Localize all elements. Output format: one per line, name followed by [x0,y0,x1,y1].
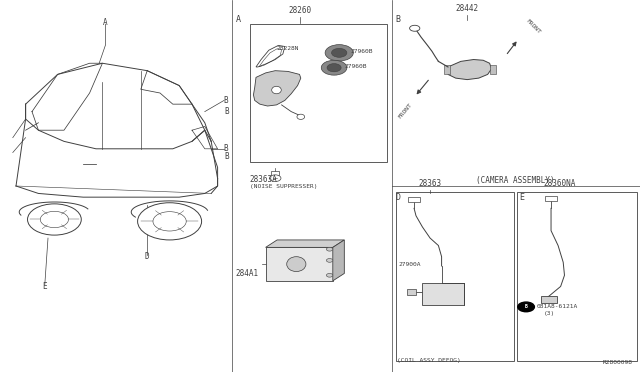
Polygon shape [266,240,344,247]
Text: E: E [520,193,525,202]
Circle shape [138,203,202,240]
Text: 27960B: 27960B [351,49,373,54]
Text: B: B [225,107,229,116]
Text: A: A [103,18,108,27]
Text: (3): (3) [544,311,556,316]
Text: 28442: 28442 [456,4,479,13]
Circle shape [40,211,68,228]
Circle shape [321,60,347,75]
Text: FRONT: FRONT [525,19,541,35]
Circle shape [327,64,341,72]
Circle shape [326,273,333,277]
Text: 284A1: 284A1 [236,269,259,278]
Text: 28360NA: 28360NA [544,179,576,188]
Text: D: D [145,252,150,261]
Circle shape [326,247,333,251]
Circle shape [332,48,347,57]
Bar [444,65,450,74]
Text: A: A [236,15,241,24]
Bar [541,296,557,303]
Text: (NOISE SUPPRESSER): (NOISE SUPPRESSER) [250,184,317,189]
Polygon shape [253,71,301,106]
Bar [490,65,496,74]
Circle shape [153,212,186,231]
Text: B: B [225,152,229,161]
Text: B: B [223,144,228,153]
Text: R2800098: R2800098 [602,360,632,365]
Text: 27900A: 27900A [398,262,420,267]
Text: 28363A: 28363A [250,175,277,184]
Circle shape [410,25,420,31]
Text: 081A8-6121A: 081A8-6121A [536,304,577,310]
Text: FRONT: FRONT [397,102,413,120]
Text: 28363: 28363 [419,179,442,188]
Bar [266,247,333,281]
Circle shape [269,175,281,182]
Text: E: E [42,282,47,291]
Bar [422,283,464,305]
Bar [545,196,557,201]
Bar [271,171,279,175]
Polygon shape [256,45,285,67]
Text: B: B [223,96,228,105]
Polygon shape [448,60,492,80]
Circle shape [28,204,81,235]
Bar [407,289,416,295]
Text: 27960B: 27960B [344,64,367,69]
Ellipse shape [297,114,305,119]
Text: 28260: 28260 [288,6,311,15]
Bar [396,192,514,361]
Polygon shape [333,240,344,281]
Text: (CAMERA ASSEMBLY): (CAMERA ASSEMBLY) [476,176,554,185]
Bar [517,192,637,361]
Text: 28228N: 28228N [276,46,299,51]
Text: D: D [396,193,401,202]
Bar [250,24,387,162]
Circle shape [325,45,353,61]
Circle shape [326,259,333,262]
Circle shape [518,302,534,312]
Ellipse shape [272,86,282,94]
Text: (COIL ASSY DEFOG): (COIL ASSY DEFOG) [397,358,461,363]
Ellipse shape [287,257,306,272]
Text: B: B [396,15,401,24]
Text: B: B [525,304,527,310]
Bar [408,197,420,202]
